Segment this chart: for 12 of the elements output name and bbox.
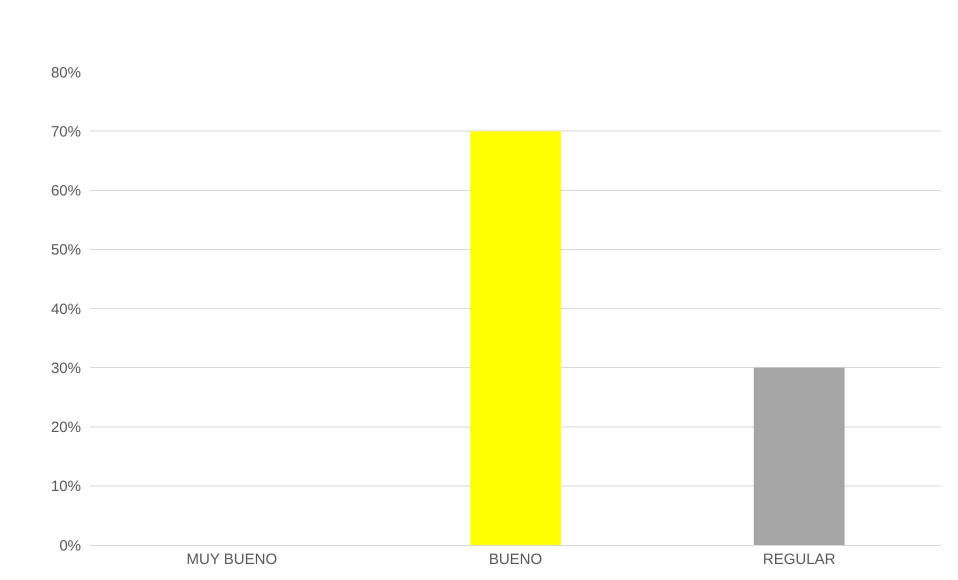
y-tick-label: 20% [50,419,81,436]
x-tick-label: MUY BUENO [186,551,278,568]
x-tick-label: REGULAR [762,551,836,568]
y-tick-label: 50% [50,242,81,259]
y-tick-label: 60% [50,182,81,200]
y-tick-label: 40% [50,300,81,318]
y-tick-label: 30% [50,360,81,377]
x-tick-label: BUENO [488,551,542,568]
y-tick-label: 80% [50,64,81,82]
y-tick-label: 70% [50,123,81,140]
y-tick-label: 0% [59,537,81,554]
y-tick-label: 10% [50,478,81,496]
